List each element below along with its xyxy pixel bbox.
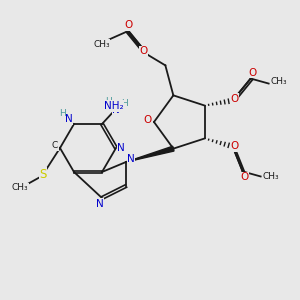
Text: O: O xyxy=(230,94,239,103)
Text: H: H xyxy=(58,110,65,118)
Text: O: O xyxy=(230,142,239,152)
Text: H: H xyxy=(105,98,111,106)
Text: N: N xyxy=(65,114,73,124)
Text: CH₃: CH₃ xyxy=(270,77,287,86)
Text: S: S xyxy=(39,167,47,181)
Text: O: O xyxy=(124,20,133,30)
Polygon shape xyxy=(126,146,174,162)
Text: N: N xyxy=(112,105,120,115)
Text: N: N xyxy=(127,154,135,164)
Text: CH₃: CH₃ xyxy=(262,172,279,181)
Text: O: O xyxy=(139,46,148,56)
Text: O: O xyxy=(144,115,152,125)
Text: H: H xyxy=(121,100,128,109)
Text: C: C xyxy=(52,142,58,151)
Text: NH₂: NH₂ xyxy=(104,101,124,111)
Text: CH₃: CH₃ xyxy=(12,184,28,193)
Text: O: O xyxy=(248,68,257,77)
Text: O: O xyxy=(241,172,249,182)
Text: N: N xyxy=(117,143,125,153)
Text: N: N xyxy=(96,199,104,209)
Text: CH₃: CH₃ xyxy=(93,40,110,49)
